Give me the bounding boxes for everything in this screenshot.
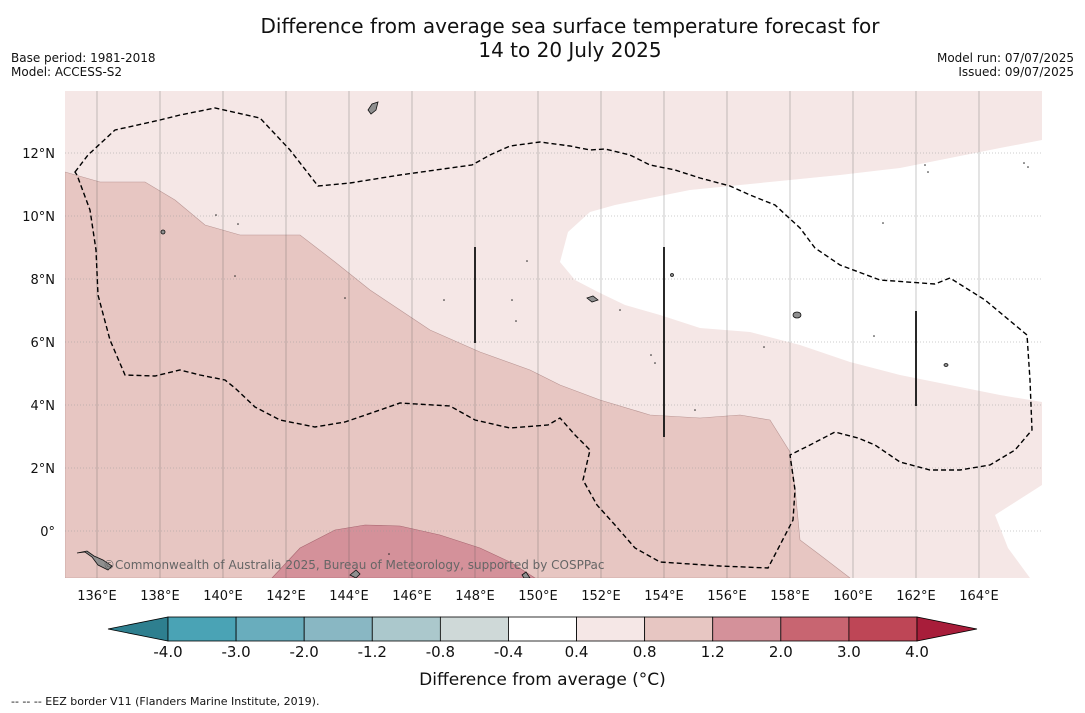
x-tick-label: 136°E	[77, 589, 117, 604]
island-new-guinea-north	[76, 550, 113, 571]
island-small-1	[670, 273, 674, 277]
island-small-3	[521, 571, 531, 578]
colorbar-ticks: -4.0 -3.0 -2.0 -1.2 -0.8 -0.4 0.4 0.8 1.2 2.0 3.0 4…	[0, 643, 1085, 663]
x-tick-label: 146°E	[392, 589, 432, 604]
map-plot-area	[65, 91, 1042, 578]
x-tick-label: 156°E	[707, 589, 747, 604]
x-axis-ticks: 136°E 138°E 140°E 142°E 144°E 146°E 148°…	[77, 589, 999, 604]
colorbar-segment	[303, 616, 373, 642]
colorbar-tick-label: -2.0	[289, 643, 319, 661]
issued-date: Issued: 09/07/2025	[958, 65, 1074, 79]
colorbar-tick-label: -0.4	[493, 643, 524, 661]
copyright-notice: ©Commonwealth of Australia 2025, Bureau …	[103, 558, 605, 572]
latitude-gridlines	[65, 152, 1042, 532]
y-tick-label: 2°N	[31, 462, 56, 477]
title-line-2: 14 to 20 July 2025	[478, 38, 662, 62]
model-name: Model: ACCESS-S2	[11, 65, 123, 79]
colorbar-tick-label: 0.4	[564, 643, 589, 661]
meta-right: Model run: 07/07/2025 Issued: 09/07/2025	[937, 51, 1074, 79]
anomaly-band-below-0.4	[560, 140, 1042, 402]
island-pohnpei	[792, 311, 802, 319]
y-tick-label: 0°	[40, 525, 55, 540]
colorbar-label: Difference from average (°C)	[419, 670, 666, 690]
x-tick-label: 148°E	[455, 589, 495, 604]
colorbar-tick-label: -1.2	[357, 643, 387, 661]
x-tick-label: 160°E	[833, 589, 873, 604]
anomaly-band-1.2-2.0	[271, 524, 536, 578]
colorbar-tick-label: 4.0	[905, 643, 929, 661]
colorbar-segment	[371, 616, 441, 642]
colorbar-segment	[848, 616, 918, 642]
x-tick-label: 144°E	[329, 589, 369, 604]
islands	[76, 101, 949, 578]
y-tick-label: 4°N	[31, 399, 56, 414]
island-yap	[160, 229, 166, 235]
x-tick-label: 162°E	[896, 589, 936, 604]
colorbar-extend-low	[107, 616, 169, 642]
anomaly-band-0.8-1.2	[65, 171, 851, 578]
colorbar-tick-label: 3.0	[836, 643, 861, 661]
island-guam	[367, 101, 379, 115]
x-tick-label: 142°E	[266, 589, 306, 604]
chart-title: Difference from average sea surface temp…	[0, 14, 1085, 62]
y-axis-ticks: 12°N 10°N 8°N 6°N 4°N 2°N 0°	[22, 147, 55, 540]
colorbar	[107, 616, 978, 642]
island-kosrae	[943, 363, 949, 367]
colorbar-segment	[439, 616, 509, 642]
colorbar-tick-label: 1.2	[700, 643, 725, 661]
x-tick-label: 154°E	[644, 589, 684, 604]
colorbar-segment	[780, 616, 850, 642]
colorbar-extend-high	[916, 616, 978, 642]
colorbar-tick-label: -0.8	[425, 643, 455, 661]
colorbar-segment	[576, 616, 646, 642]
colorbar-tick-label: 2.0	[768, 643, 793, 661]
x-tick-label: 164°E	[959, 589, 999, 604]
anomaly-band-below-0.4-south	[995, 485, 1042, 578]
y-tick-label: 8°N	[31, 273, 56, 288]
model-run: Model run: 07/07/2025	[936, 51, 1074, 65]
colorbar-segment	[712, 616, 782, 642]
x-tick-label: 138°E	[140, 589, 180, 604]
x-tick-label: 158°E	[770, 589, 810, 604]
eez-footnote: -- -- -- EEZ border V11 (Flanders Marine…	[11, 695, 320, 708]
colorbar-tick-label: -4.0	[153, 643, 183, 661]
eez-border	[74, 107, 1033, 569]
island-chuuk	[586, 295, 599, 303]
island-small-2	[349, 569, 361, 578]
title-line-1: Difference from average sea surface temp…	[260, 14, 880, 38]
y-tick-label: 6°N	[31, 336, 56, 351]
colorbar-segment	[508, 616, 577, 642]
x-tick-label: 140°E	[203, 589, 243, 604]
base-period: Base period: 1981-2018	[11, 51, 156, 65]
colorbar-tick-label: -3.0	[221, 643, 251, 661]
colorbar-segment	[235, 616, 305, 642]
x-tick-label: 150°E	[518, 589, 558, 604]
meta-left: Base period: 1981-2018 Model: ACCESS-S2	[11, 51, 156, 79]
y-tick-label: 12°N	[22, 147, 55, 162]
x-tick-label: 152°E	[581, 589, 621, 604]
colorbar-tick-label: 0.8	[632, 643, 657, 661]
island-dots	[215, 162, 1029, 555]
colorbar-segment	[644, 616, 714, 642]
y-tick-label: 10°N	[22, 210, 55, 225]
colorbar-segment	[167, 616, 237, 642]
